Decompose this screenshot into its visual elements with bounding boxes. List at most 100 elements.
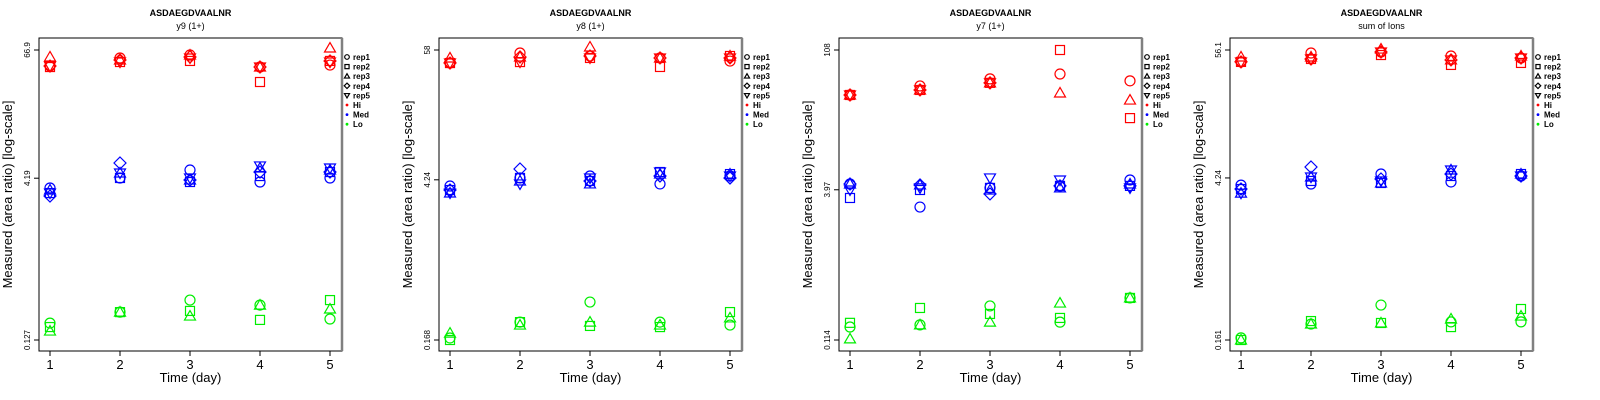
data-point-med-rep3-day1 [843,177,857,189]
y-tick-label: 3.97 [823,181,832,197]
data-point-lo-rep3-day5 [323,302,337,314]
data-point-hi-rep3-day1 [443,51,457,63]
data-point-lo-rep2-day2 [914,302,926,314]
y-tick-label: 4.19 [23,170,32,186]
chart-panel-2: ASDAEGDVAALNR y8 (1+) 0.168 4.24 58 1 2 3 4 5 Time… [400,8,770,385]
data-point-med-rep5-day1 [443,188,457,200]
y-axis-label: Measured (area ratio) [log-scale] [1191,101,1206,289]
legend-symbol-rep5 [1534,92,1542,100]
data-point-med-rep5-day4 [253,161,267,173]
data-point-lo-rep3-day4 [653,318,667,330]
chart-title: ASDAEGDVAALNR [1341,8,1423,18]
data-point-med-rep5-day1 [1234,188,1248,200]
legend-label-rep4: rep4 [753,82,770,91]
data-point-med-rep4-day4 [1444,167,1458,181]
data-point-lo-rep3-day3 [1374,316,1388,328]
data-point-lo-rep1-day5 [1515,316,1527,328]
data-point-med-rep5-day2 [1304,172,1318,184]
legend-label-rep4: rep4 [1153,82,1170,91]
data-point-lo-rep2-day5 [1515,303,1527,315]
data-point-lo-rep1-day5 [324,313,336,325]
x-tick-label: 2 [516,357,523,372]
chart-subtitle: y7 (1+) [976,21,1004,31]
legend-symbol-rep1 [1535,54,1541,60]
data-point-hi-rep5-day1 [443,58,457,70]
legend-label-rep3: rep3 [1153,72,1170,81]
data-point-lo-rep2-day1 [44,321,56,333]
data-point-lo-rep2-day1 [444,334,456,346]
x-tick-label: 5 [1126,357,1133,372]
data-point-med-rep3-day2 [113,166,127,178]
data-point-med-rep5-day5 [1514,171,1528,183]
data-point-hi-rep2-day4 [1445,59,1457,71]
data-point-lo-rep3-day3 [583,315,597,327]
data-point-med-rep5-day4 [1053,175,1067,187]
data-point-hi-rep5-day3 [583,53,597,65]
x-tick-label: 5 [1517,357,1524,372]
data-point-med-rep5-day3 [583,173,597,185]
data-point-med-rep4-day1 [843,177,857,191]
y-tick-label: 108 [823,43,832,57]
legend-symbol-rep1 [344,54,350,60]
data-point-hi-rep3-day2 [513,50,527,62]
data-point-med-rep3-day3 [983,183,997,195]
x-tick-label: 3 [586,357,593,372]
data-point-hi-rep3-day3 [583,40,597,52]
series-hi [443,40,737,73]
series-lo [1234,299,1528,346]
data-point-med-rep5-day3 [183,173,197,185]
data-point-med-rep5-day4 [1444,165,1458,177]
x-tick-label: 3 [186,357,193,372]
legend-symbol-rep5 [743,92,751,100]
data-point-hi-rep2-day4 [254,76,266,88]
data-point-hi-rep4-day2 [513,50,527,64]
data-point-hi-rep5-day2 [113,57,127,69]
legend-symbol-rep4 [743,82,751,90]
legend-dot-med [345,113,349,116]
legend-label-rep3: rep3 [753,72,770,81]
x-tick-label: 2 [916,357,923,372]
x-tick-label: 3 [1377,357,1384,372]
data-point-lo-rep2-day4 [1054,312,1066,324]
legend-dot-med [1145,113,1149,116]
data-point-lo-rep1-day5 [724,319,736,331]
y-tick-label: 0.168 [423,329,432,350]
data-point-med-rep1-day4 [254,176,266,188]
y-tick-label: 0.114 [823,330,832,350]
data-point-med-rep5-day1 [843,185,857,197]
data-point-med-rep5-day5 [323,163,337,175]
data-point-hi-rep3-day5 [1123,93,1137,105]
data-point-lo-rep3-day2 [513,318,527,330]
series-hi [843,44,1137,124]
data-point-med-rep4-day1 [443,183,457,197]
x-tick-label: 2 [116,357,123,372]
data-point-med-rep1-day4 [654,178,666,190]
legend-symbol-rep3 [343,72,351,79]
data-point-lo-rep3-day1 [43,324,57,336]
data-point-hi-rep1-day2 [1305,47,1317,59]
legend-label-rep1: rep1 [753,53,770,62]
data-point-hi-rep3-day4 [1444,53,1458,65]
legend-label-rep3: rep3 [353,72,370,81]
legend-label-rep1: rep1 [1544,53,1561,62]
data-point-hi-rep5-day3 [183,53,197,65]
x-tick-label: 1 [46,357,53,372]
legend-label-rep2: rep2 [353,63,370,72]
legend-symbol-rep2 [344,63,350,70]
legend-label-lo: Lo [353,120,363,129]
data-point-med-rep3-day1 [443,186,457,198]
y-tick-label: 58 [423,45,432,54]
legend-symbol-rep1 [1144,54,1150,60]
data-point-hi-rep5-day4 [1444,55,1458,67]
legend-label-hi: Hi [753,101,761,110]
data-point-med-rep4-day3 [983,187,997,201]
data-point-hi-rep3-day2 [913,83,927,95]
data-point-med-rep4-day5 [323,165,337,179]
legend-label-rep5: rep5 [353,91,370,100]
data-point-med-rep3-day4 [1444,163,1458,175]
data-point-lo-rep3-day2 [913,318,927,330]
legend-dot-med [745,113,749,116]
